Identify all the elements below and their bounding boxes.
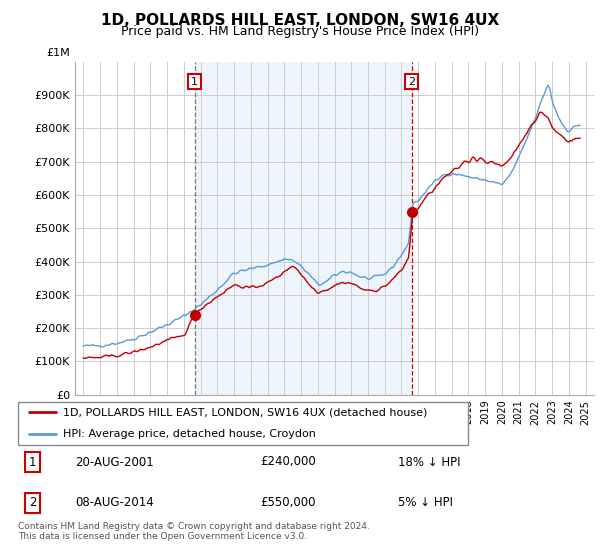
Text: 1D, POLLARDS HILL EAST, LONDON, SW16 4UX (detached house): 1D, POLLARDS HILL EAST, LONDON, SW16 4UX… [63,408,427,417]
Text: £1M: £1M [46,48,70,58]
Text: HPI: Average price, detached house, Croydon: HPI: Average price, detached house, Croy… [63,430,316,439]
Text: 1: 1 [29,455,36,469]
Text: 20-AUG-2001: 20-AUG-2001 [76,455,154,469]
Text: Contains HM Land Registry data © Crown copyright and database right 2024.
This d: Contains HM Land Registry data © Crown c… [18,522,370,542]
Text: 08-AUG-2014: 08-AUG-2014 [76,496,154,509]
Text: 5% ↓ HPI: 5% ↓ HPI [398,496,453,509]
Text: 1D, POLLARDS HILL EAST, LONDON, SW16 4UX: 1D, POLLARDS HILL EAST, LONDON, SW16 4UX [101,13,499,28]
FancyBboxPatch shape [18,402,468,445]
Text: 18% ↓ HPI: 18% ↓ HPI [398,455,461,469]
Text: 2: 2 [29,496,36,509]
Text: Price paid vs. HM Land Registry's House Price Index (HPI): Price paid vs. HM Land Registry's House … [121,25,479,38]
Text: 1: 1 [191,77,198,87]
Bar [194,62,412,395]
Text: 2: 2 [408,77,415,87]
Text: £550,000: £550,000 [260,496,316,509]
Text: £240,000: £240,000 [260,455,316,469]
